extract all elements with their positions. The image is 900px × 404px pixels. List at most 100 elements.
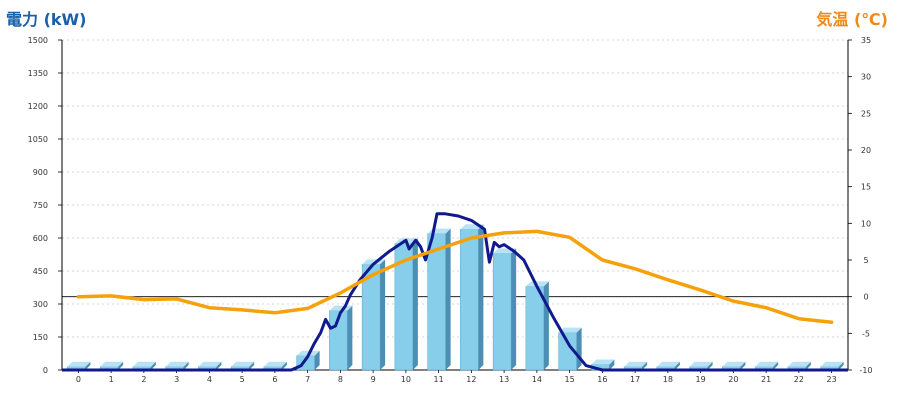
y-left-tick-label: 750 xyxy=(33,201,48,210)
x-tick-label: 7 xyxy=(305,375,310,384)
x-tick-label: 17 xyxy=(630,375,640,384)
bar-top xyxy=(231,361,255,367)
y-left-tick-label: 1200 xyxy=(28,102,48,111)
bar-top xyxy=(67,361,91,367)
y-left-tick-label: 0 xyxy=(43,366,48,375)
bar-side xyxy=(249,361,255,370)
x-tick-label: 21 xyxy=(761,375,771,384)
bar-side xyxy=(838,361,844,370)
bar-side xyxy=(347,305,353,370)
bar xyxy=(656,361,680,371)
y-right-tick-label: 5 xyxy=(863,256,868,265)
y-right-axis-title: 気温 (℃) xyxy=(816,10,888,29)
x-tick-label: 15 xyxy=(565,375,575,384)
series-line-temperature xyxy=(76,229,834,325)
x-tick-label: 9 xyxy=(371,375,376,384)
bar xyxy=(361,259,386,371)
x-tick-label: 12 xyxy=(466,375,476,384)
bar-side xyxy=(412,238,418,370)
bar-top xyxy=(132,361,156,367)
bar-side xyxy=(281,361,287,370)
bar-side xyxy=(85,361,91,370)
bar-side xyxy=(216,361,222,370)
bar-top xyxy=(624,361,648,367)
y-left-axis-title: 電力 (kW) xyxy=(6,10,87,29)
bar-side xyxy=(642,361,648,370)
x-tick-label: 19 xyxy=(696,375,706,384)
y-right-tick-label: 25 xyxy=(861,109,871,118)
bar-side xyxy=(740,361,746,370)
bar xyxy=(230,361,255,371)
x-tick-label: 8 xyxy=(338,375,343,384)
y-right-tick-label: -5 xyxy=(862,329,870,338)
bar-top xyxy=(591,359,615,365)
bar xyxy=(394,238,418,371)
x-tick-label: 20 xyxy=(728,375,738,384)
bar-top xyxy=(689,361,713,367)
bar xyxy=(460,224,484,371)
y-right-tick-label: 15 xyxy=(861,183,871,192)
bar-side xyxy=(183,361,189,370)
bar-top xyxy=(525,281,549,287)
bar-side xyxy=(576,327,582,370)
bar-top xyxy=(787,361,811,367)
bar-top xyxy=(558,327,582,333)
y-left-tick-label: 1050 xyxy=(28,135,48,144)
x-tick-label: 2 xyxy=(141,375,146,384)
y-right-tick-label: 35 xyxy=(861,36,871,45)
bar-side xyxy=(118,361,124,370)
bar-front xyxy=(492,253,512,371)
bar-front xyxy=(525,286,545,371)
y-left-tick-label: 900 xyxy=(33,168,48,177)
bar-side xyxy=(674,361,680,370)
bar xyxy=(263,361,287,371)
y-left-tick-label: 1350 xyxy=(28,69,48,78)
x-tick-label: 0 xyxy=(76,375,81,384)
bar-side xyxy=(511,248,517,370)
bar-top xyxy=(755,361,779,367)
bar-front xyxy=(460,228,479,371)
y-right-tick-label: -10 xyxy=(859,366,872,375)
bar xyxy=(67,361,91,371)
y-left-tick-label: 1500 xyxy=(28,36,48,45)
bar-side xyxy=(445,228,451,370)
x-tick-label: 11 xyxy=(434,375,444,384)
x-tick-label: 3 xyxy=(174,375,179,384)
x-tick-label: 10 xyxy=(401,375,411,384)
y-right-tick-label: 30 xyxy=(861,73,871,82)
bar-side xyxy=(609,359,615,370)
x-tick-label: 22 xyxy=(794,375,804,384)
bar-top xyxy=(100,361,124,367)
x-tick-label: 6 xyxy=(272,375,277,384)
y-right-tick-label: 0 xyxy=(863,293,868,302)
x-tick-label: 23 xyxy=(827,375,837,384)
bar-top xyxy=(263,361,287,367)
y-right-tick-label: 10 xyxy=(861,219,871,228)
bar xyxy=(492,248,517,371)
bar-side xyxy=(805,361,811,370)
bar-top xyxy=(722,361,746,367)
series-line-power xyxy=(62,212,848,372)
bar-top xyxy=(820,361,844,367)
bar-side xyxy=(543,281,549,370)
bar-top xyxy=(656,361,680,367)
x-tick-label: 16 xyxy=(597,375,607,384)
y-left-tick-label: 300 xyxy=(33,300,48,309)
bar-side xyxy=(150,361,156,370)
x-tick-label: 18 xyxy=(663,375,673,384)
bar xyxy=(132,361,156,371)
bar-front xyxy=(427,233,446,371)
bar xyxy=(754,361,779,371)
bar-side xyxy=(773,361,779,370)
bar-top xyxy=(165,361,189,367)
x-tick-label: 14 xyxy=(532,375,542,384)
bar-side xyxy=(314,350,320,370)
y-left-tick-label: 450 xyxy=(33,267,48,276)
y-right-tick-label: 20 xyxy=(861,146,871,155)
x-tick-label: 13 xyxy=(499,375,509,384)
bar-side xyxy=(380,259,386,370)
x-tick-label: 4 xyxy=(207,375,212,384)
bar xyxy=(427,228,451,371)
